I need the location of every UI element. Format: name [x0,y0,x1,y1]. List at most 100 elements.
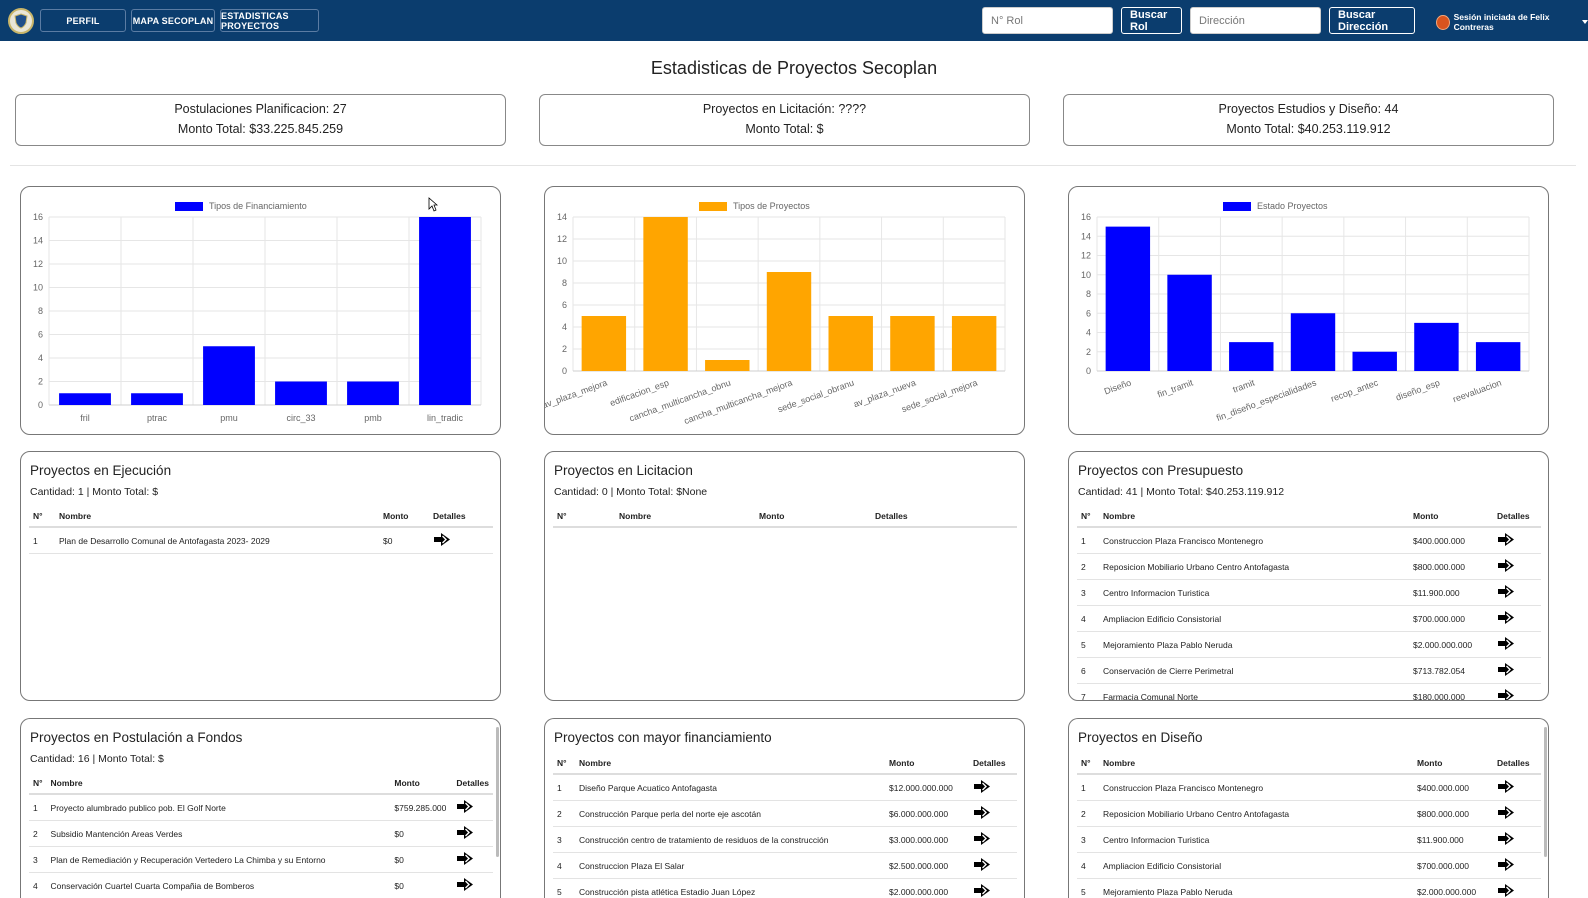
rol-search-input[interactable]: N° Rol [982,7,1113,34]
column-header: Monto [1409,506,1493,528]
details-button[interactable] [969,852,1017,879]
table-cell: $800.000.000 [1409,553,1493,580]
card-title: Proyectos en Ejecución [30,463,172,478]
card-licitacion: Proyectos en Licitacion Cantidad: 0 | Mo… [544,451,1025,701]
summary-count: Proyectos en Licitación: ???? [702,102,867,116]
nav-mapa-secoplan-button[interactable]: MAPA SECOPLAN [131,9,215,32]
bar [705,360,750,371]
table-cell: Conservación Cuartel Cuarta Compañia de … [46,872,391,898]
card-subtitle: Cantidad: 0 | Monto Total: $None [554,486,708,498]
details-button[interactable] [1493,878,1541,898]
mouse-cursor-icon [428,197,438,212]
details-button[interactable] [452,794,493,821]
x-tick-label: cancha_multicancha_obnu [628,377,732,423]
details-button[interactable] [969,800,1017,827]
y-tick-label: 16 [1081,212,1091,222]
y-tick-label: 16 [33,212,43,222]
buscar-rol-button[interactable]: Buscar Rol [1121,7,1182,34]
column-header: Monto [390,773,453,795]
table-row: 1 Diseño Parque Acuatico Antofagasta $12.0… [553,774,1017,801]
details-button[interactable] [1493,657,1541,684]
card-title: Proyectos en Licitacion [554,463,693,478]
session-label: Sesión iniciada de Felix Contreras [1453,12,1550,32]
details-button[interactable] [1493,852,1541,879]
table-cell: Diseño Parque Acuatico Antofagasta [575,774,885,801]
legend-label: Tipos de Proyectos [733,201,810,211]
details-button[interactable] [1493,553,1541,580]
scrollbar[interactable] [1544,727,1547,857]
details-button[interactable] [1493,579,1541,606]
details-button[interactable] [1493,826,1541,853]
bar [131,393,183,405]
table-cell: $6.000.000.000 [885,800,969,827]
details-button[interactable] [452,872,493,898]
top-navbar: PERFIL MAPA SECOPLAN ESTADISTICAS PROYEC… [0,0,1588,41]
y-tick-label: 10 [1081,270,1091,280]
municipality-logo[interactable] [8,7,34,34]
table-cell: Construcción pista atlética Estadio Juan… [575,878,885,898]
card-postulacion: Proyectos en Postulación a Fondos Cantid… [20,718,501,898]
table-cell: Construcción Parque perla del norte eje … [575,800,885,827]
details-button[interactable] [1493,605,1541,632]
details-button[interactable] [452,820,493,847]
bar [828,316,873,371]
table-row: 2 Construcción Parque perla del norte eje… [553,800,1017,827]
y-tick-label: 0 [562,366,567,376]
scrollbar[interactable] [496,727,499,857]
table-cell: $0 [379,527,429,554]
y-tick-label: 4 [562,322,567,332]
bar [1414,322,1459,371]
chart-card-estado-proyectos: Estado Proyectos 0 2 4 6 8 10 12 14 16 Diseño fin_t… [1068,186,1549,435]
table-cell: 3 [29,846,47,873]
y-tick-label: 8 [562,278,567,288]
chart-legend: Estado Proyectos [1223,201,1328,211]
details-button[interactable] [969,826,1017,853]
table-cell: $700.000.000 [1409,605,1493,632]
table-header-row: N° Nombre Monto Detalles [553,753,1017,775]
table-cell: Construcción centro de tratamiento de re… [575,826,885,853]
bar [890,316,935,371]
bar [951,316,997,371]
column-header: Monto [379,506,429,528]
details-button[interactable] [1493,774,1541,801]
column-header: N° [553,506,615,528]
table-cell: Reposicion Mobiliario Urbano Centro Anto… [1099,800,1413,827]
x-tick-label: cancha_multicancha_mejora [683,377,794,426]
summary-amount: Monto Total: $ [745,122,824,136]
chart-legend: Tipos de Proyectos [699,201,810,211]
nav-perfil-button[interactable]: PERFIL [40,9,126,32]
x-tick-label: lin_tradic [427,413,464,423]
page-title: Estadisticas de Proyectos Secoplan [650,58,938,78]
direccion-search-input[interactable]: Dirección [1190,7,1321,34]
summary-amount: Monto Total: $40.253.119.912 [1226,122,1391,136]
arrow-right-icon [434,533,450,546]
details-button[interactable] [452,846,493,873]
table-cell: $800.000.000 [1413,800,1493,827]
details-button[interactable] [429,527,493,554]
nav-estadisticas-button[interactable]: ESTADISTICAS PROYECTOS [220,9,319,32]
details-button[interactable] [1493,800,1541,827]
details-button[interactable] [1493,527,1541,554]
table-cell: 3 [1077,826,1099,853]
table-cell: 4 [1077,852,1099,879]
details-button[interactable] [969,878,1017,898]
details-button[interactable] [1493,631,1541,658]
buscar-direccion-button[interactable]: Buscar Dirección [1329,7,1415,34]
y-tick-label: 12 [1081,251,1091,261]
y-tick-label: 0 [38,400,43,410]
details-button[interactable] [1493,683,1541,700]
table-cell: Farmacia Comunal Norte [1099,683,1409,700]
y-tick-label: 2 [38,377,43,387]
bar [347,381,399,405]
table-cell: 4 [1077,605,1099,632]
table-cell: Conservación de Cierre Perimetral [1099,657,1409,684]
details-button[interactable] [969,774,1017,801]
column-header: N° [553,753,575,775]
arrow-right-icon [1498,858,1514,871]
card-subtitle: Cantidad: 41 | Monto Total: $40.253.119.… [1078,486,1285,498]
ejecucion-table: N° Nombre Monto Detalles 1 Plan de Desarrollo… [29,506,493,554]
x-tick-label: circ_33 [286,413,315,423]
table-cell: $0 [390,820,453,847]
column-header: Monto [755,506,871,528]
session-menu[interactable]: Sesión iniciada de Felix Contreras [1436,12,1588,32]
